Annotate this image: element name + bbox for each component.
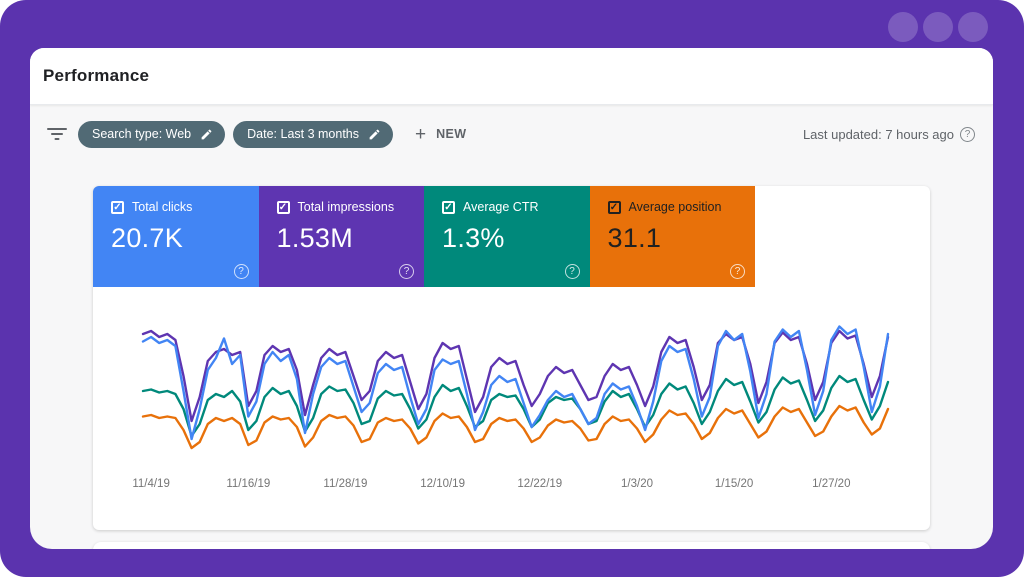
x-axis-label: 1/3/20 (621, 478, 653, 490)
app-window: Performance Search type: Web Date: Last … (30, 48, 993, 549)
help-icon[interactable]: ? (960, 126, 975, 142)
help-icon[interactable]: ? (564, 264, 580, 279)
edit-pencil-icon (200, 128, 213, 141)
help-icon[interactable]: ? (730, 264, 745, 279)
metric-label: Average position (628, 200, 722, 214)
checkbox-checked-icon[interactable]: ✓ (442, 200, 455, 214)
checkbox-checked-icon[interactable]: ✓ (111, 200, 124, 214)
performance-chart-card: ✓ Total clicks 20.7K ? ✓ Total impressio… (93, 186, 930, 530)
series-line-total-clicks (141, 325, 890, 441)
last-updated-text: Last updated: 7 hours ago (802, 126, 954, 142)
help-icon[interactable]: ? (233, 264, 249, 279)
metric-tile-average-ctr[interactable]: ✓ Average CTR 1.3% ? (424, 186, 590, 287)
metric-value: 1.53M (276, 223, 354, 253)
metric-tile-total-impressions[interactable]: ✓ Total impressions 1.53M ? (258, 186, 424, 287)
x-axis-label: 12/10/19 (420, 478, 465, 490)
series-line-average-ctr (141, 374, 890, 438)
filter-chip-date[interactable]: Date: Last 3 months (233, 120, 394, 148)
x-axis-label: 1/27/20 (812, 478, 851, 490)
metric-label: Total clicks (132, 200, 193, 214)
metric-tile-average-position[interactable]: ✓ Average position 31.1 ? (589, 186, 755, 287)
last-updated: Last updated: 7 hours ago ? (802, 126, 975, 142)
edit-pencil-icon (368, 128, 381, 141)
new-filter-label: NEW (436, 127, 467, 141)
checkbox-checked-icon[interactable]: ✓ (276, 200, 290, 214)
x-axis-label: 11/28/19 (323, 478, 368, 490)
x-axis-label: 11/16/19 (226, 478, 271, 490)
filter-icon[interactable] (46, 127, 68, 141)
metric-value: 31.1 (607, 223, 662, 253)
chart-x-axis: 11/4/19 11/16/19 11/28/19 12/10/19 12/22/19 1… (132, 478, 888, 494)
help-icon[interactable]: ? (399, 264, 414, 279)
metric-label: Total impressions (297, 200, 395, 214)
metric-value: 1.3% (442, 223, 505, 253)
window-dot-1[interactable] (888, 12, 918, 42)
window-controls (888, 12, 988, 42)
next-table-card-partial (93, 542, 930, 549)
filter-chip-label: Date: Last 3 months (247, 127, 360, 141)
series-line-total-impressions (141, 329, 890, 423)
filter-bar: Search type: Web Date: Last 3 months + N… (30, 105, 993, 163)
checkbox-checked-icon[interactable]: ✓ (607, 200, 621, 214)
app-header: Performance (30, 48, 993, 105)
filter-chip-label: Search type: Web (92, 127, 192, 141)
metric-tile-total-clicks[interactable]: ✓ Total clicks 20.7K ? (93, 186, 259, 287)
filter-chip-search-type[interactable]: Search type: Web (78, 120, 226, 148)
x-axis-label: 12/22/19 (517, 478, 563, 490)
new-filter-button[interactable]: + NEW (415, 125, 466, 144)
x-axis-label: 1/15/20 (714, 478, 754, 490)
performance-line-chart[interactable] (141, 314, 890, 474)
series-line-average-position (141, 404, 890, 450)
metric-label: Average CTR (463, 200, 539, 214)
window-dot-2[interactable] (923, 12, 953, 42)
plus-icon: + (415, 123, 427, 145)
metric-tiles: ✓ Total clicks 20.7K ? ✓ Total impressio… (93, 186, 930, 287)
page-title: Performance (43, 66, 150, 85)
window-dot-3[interactable] (958, 12, 988, 42)
x-axis-label: 11/4/19 (132, 478, 170, 490)
metric-value: 20.7K (111, 223, 184, 253)
